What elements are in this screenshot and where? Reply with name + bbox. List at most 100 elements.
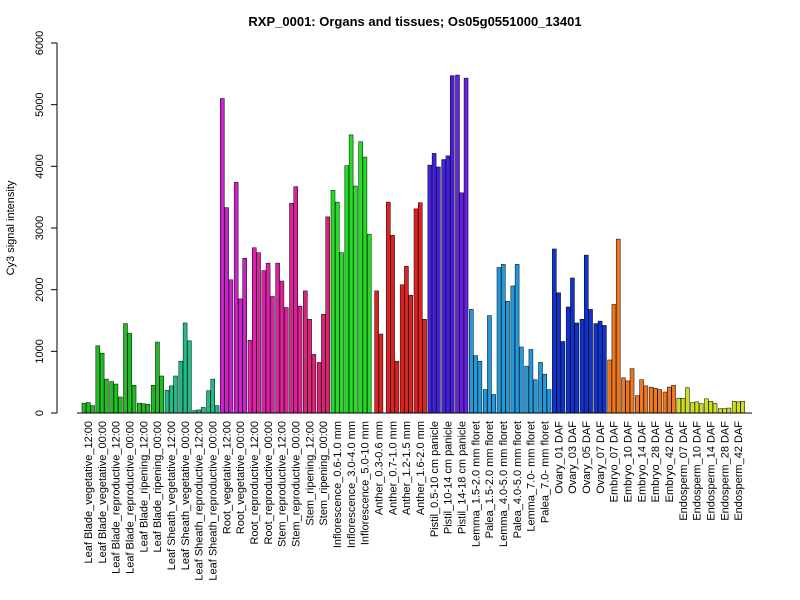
x-tick-label: Lemma_1.5-2.0 mm floret (470, 421, 482, 547)
bar (532, 379, 538, 414)
y-tick-label: 5000 (34, 92, 46, 116)
bar (123, 323, 128, 414)
bar (261, 270, 267, 414)
bar (127, 333, 133, 414)
bar (214, 405, 220, 414)
x-tick-label: Embryo_10 DAF (622, 421, 634, 503)
bar (86, 402, 91, 414)
bar (109, 381, 114, 414)
y-tick-label: 0 (34, 410, 46, 416)
bar (378, 333, 384, 414)
x-tick-label: Ovary_03 DAF (567, 421, 579, 494)
bar (635, 395, 640, 414)
x-tick-label: Ovary_01 DAF (553, 421, 565, 494)
bar (104, 378, 109, 414)
x-axis-labels: Leaf Blade_vegetative_12:00 Leaf Blade_ve… (83, 421, 745, 581)
bar (625, 380, 631, 414)
bar (159, 375, 164, 414)
bar (657, 389, 662, 414)
bar (252, 247, 257, 414)
bar (528, 349, 534, 414)
bar (200, 407, 206, 414)
bar (270, 296, 275, 414)
y-axis-label: Cy3 signal intensity (5, 180, 17, 275)
chart-title: RXP_0001: Organs and tissues; Os05g05510… (248, 14, 581, 29)
bar (704, 398, 709, 414)
x-tick-label: Endosperm_42 DAF (733, 421, 745, 521)
x-tick-label: Anther_0.3-0.6 mm (373, 421, 385, 515)
x-tick-label: Endosperm_14 DAF (705, 421, 717, 521)
bar (694, 401, 700, 414)
bar (560, 341, 566, 414)
bar (307, 319, 312, 414)
bar (731, 401, 737, 414)
bar (653, 388, 658, 414)
x-tick-label: Anther_0.7-1.0 mm (387, 421, 399, 515)
x-tick-label: Root_reproductive_12:00 (249, 421, 261, 545)
x-tick-label: Endosperm_07 DAF (678, 421, 690, 521)
bar (348, 134, 354, 414)
bar (449, 75, 455, 414)
x-tick-label: Leaf Blade_ripening_00:00 (152, 421, 164, 553)
bar (643, 385, 649, 414)
bar (487, 315, 492, 414)
bar (335, 201, 340, 414)
bar (708, 401, 714, 414)
x-tick-label: Stem_ripening_12:00 (304, 421, 316, 526)
bar (477, 360, 483, 414)
y-tick-label: 1000 (34, 339, 46, 363)
bar (362, 156, 368, 414)
bar (514, 264, 520, 414)
bar (224, 207, 229, 414)
x-tick-label: Endosperm_28 DAF (719, 421, 731, 521)
x-tick-label: Stem_ripening_00:00 (318, 421, 330, 526)
x-tick-label: Leaf Blade_reproductive_00:00 (124, 421, 136, 574)
x-tick-label: Leaf Sheath_reproductive_00:00 (207, 421, 219, 581)
bar (482, 389, 488, 414)
x-tick-label: Embryo_42 DAF (664, 421, 676, 503)
bar (597, 320, 603, 414)
bar (353, 185, 358, 414)
x-tick-label: Palea_1.5-2.0 mm floret (484, 421, 496, 538)
y-tick-label: 6000 (34, 31, 46, 55)
x-tick-label: Leaf Blade_vegetative_00:00 (97, 421, 109, 564)
bar (736, 401, 741, 414)
bar (247, 339, 253, 414)
x-tick-label: Pistil_14-18 cm panicle (456, 421, 468, 534)
bar (602, 325, 607, 414)
bar (289, 203, 294, 414)
bar (265, 262, 271, 414)
bar (311, 354, 317, 414)
bar (220, 98, 225, 414)
bar (671, 385, 676, 414)
bar (279, 280, 285, 414)
x-tick-label: Lemma_4.0-5.0 mm floret (498, 421, 510, 547)
bar (155, 341, 160, 414)
bar (690, 402, 695, 414)
bar (496, 267, 502, 414)
bar (178, 360, 184, 414)
bar (404, 265, 409, 414)
bar (542, 373, 548, 414)
bar (441, 159, 446, 414)
bar (593, 323, 599, 414)
bar (117, 396, 123, 414)
bar (455, 74, 460, 414)
bar (187, 340, 192, 414)
plot-area (81, 74, 745, 414)
bar (413, 208, 419, 414)
bar (321, 314, 326, 414)
bar (473, 355, 478, 414)
bar (141, 403, 146, 414)
bar (206, 390, 211, 414)
bar (293, 186, 299, 414)
bar (629, 368, 635, 414)
bar (698, 403, 704, 414)
x-tick-label: Root_vegetative_00:00 (235, 421, 247, 534)
bar (722, 408, 727, 414)
bar (95, 345, 101, 414)
bar (297, 306, 303, 414)
bar (358, 141, 363, 414)
bar (275, 262, 280, 414)
bar (510, 285, 516, 414)
